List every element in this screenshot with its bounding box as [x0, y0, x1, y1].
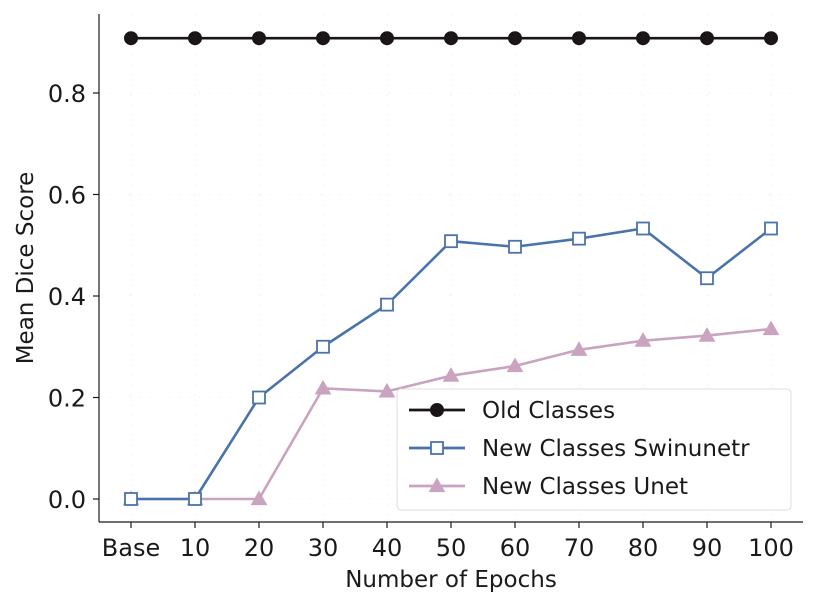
x-tick-label: 50 [436, 534, 467, 562]
data-point [380, 31, 394, 46]
ticks: Base 10 20 30 40 50 60 70 80 90 100 0.0 0.2 0.4 0.6 0.8 [48, 80, 794, 562]
x-tick-label: 90 [692, 534, 723, 562]
y-tick-label: 0.8 [48, 80, 86, 108]
y-axis-label: Mean Dice Score [13, 172, 39, 365]
y-tick-label: 0.0 [48, 486, 86, 514]
data-point [700, 31, 714, 46]
x-tick-label: 10 [180, 534, 211, 562]
data-point [508, 31, 522, 46]
data-point [764, 221, 778, 236]
data-point [762, 320, 780, 336]
legend-box [396, 388, 792, 511]
x-tick-label: 40 [372, 534, 403, 562]
legend-label: New Classes Swinunetr [482, 436, 750, 462]
data-point [572, 231, 586, 246]
data-point [250, 490, 268, 506]
data-point [378, 382, 396, 398]
data-point [188, 31, 202, 46]
x-axis-label: Number of Epochs [345, 567, 557, 593]
data-point [252, 31, 266, 46]
y-tick-label: 0.4 [48, 283, 86, 311]
legend-label: New Classes Unet [482, 474, 688, 500]
y-tick-label: 0.6 [48, 182, 86, 210]
data-point [316, 31, 330, 46]
data-point [634, 332, 652, 347]
legend-swatch-marker [428, 477, 446, 493]
legend-label: Old Classes [482, 398, 615, 424]
data-point [124, 31, 138, 46]
data-point [764, 31, 778, 46]
data-point [572, 31, 586, 46]
x-tick-label: 70 [564, 534, 595, 562]
data-point [316, 339, 330, 354]
y-tick-label: 0.2 [48, 385, 86, 413]
legend-swatch-marker [430, 441, 444, 455]
data-point [700, 271, 714, 286]
legend-swatch-marker [430, 403, 444, 417]
x-tick-label: Base [102, 534, 160, 562]
data-point [314, 379, 332, 395]
data-point [444, 234, 458, 249]
data-point [380, 297, 394, 312]
x-tick-label: 60 [500, 534, 531, 562]
data-point [124, 492, 138, 506]
x-tick-label: 80 [628, 534, 659, 562]
series-group [124, 31, 778, 46]
data-point [252, 390, 266, 405]
data-point [636, 221, 650, 236]
series [122, 31, 780, 506]
x-tick-label: 30 [308, 534, 339, 562]
x-tick-label: 20 [244, 534, 275, 562]
x-tick-label: 100 [748, 534, 794, 562]
data-point [506, 357, 524, 373]
data-point [508, 239, 522, 254]
data-point [636, 31, 650, 46]
series-group [124, 221, 778, 506]
legend: Old Classes New Classes Swinunetr New Clas… [396, 388, 792, 511]
data-point [188, 492, 202, 506]
data-point [698, 327, 716, 342]
data-point [444, 31, 458, 46]
data-point [570, 341, 588, 356]
data-point [442, 367, 460, 382]
